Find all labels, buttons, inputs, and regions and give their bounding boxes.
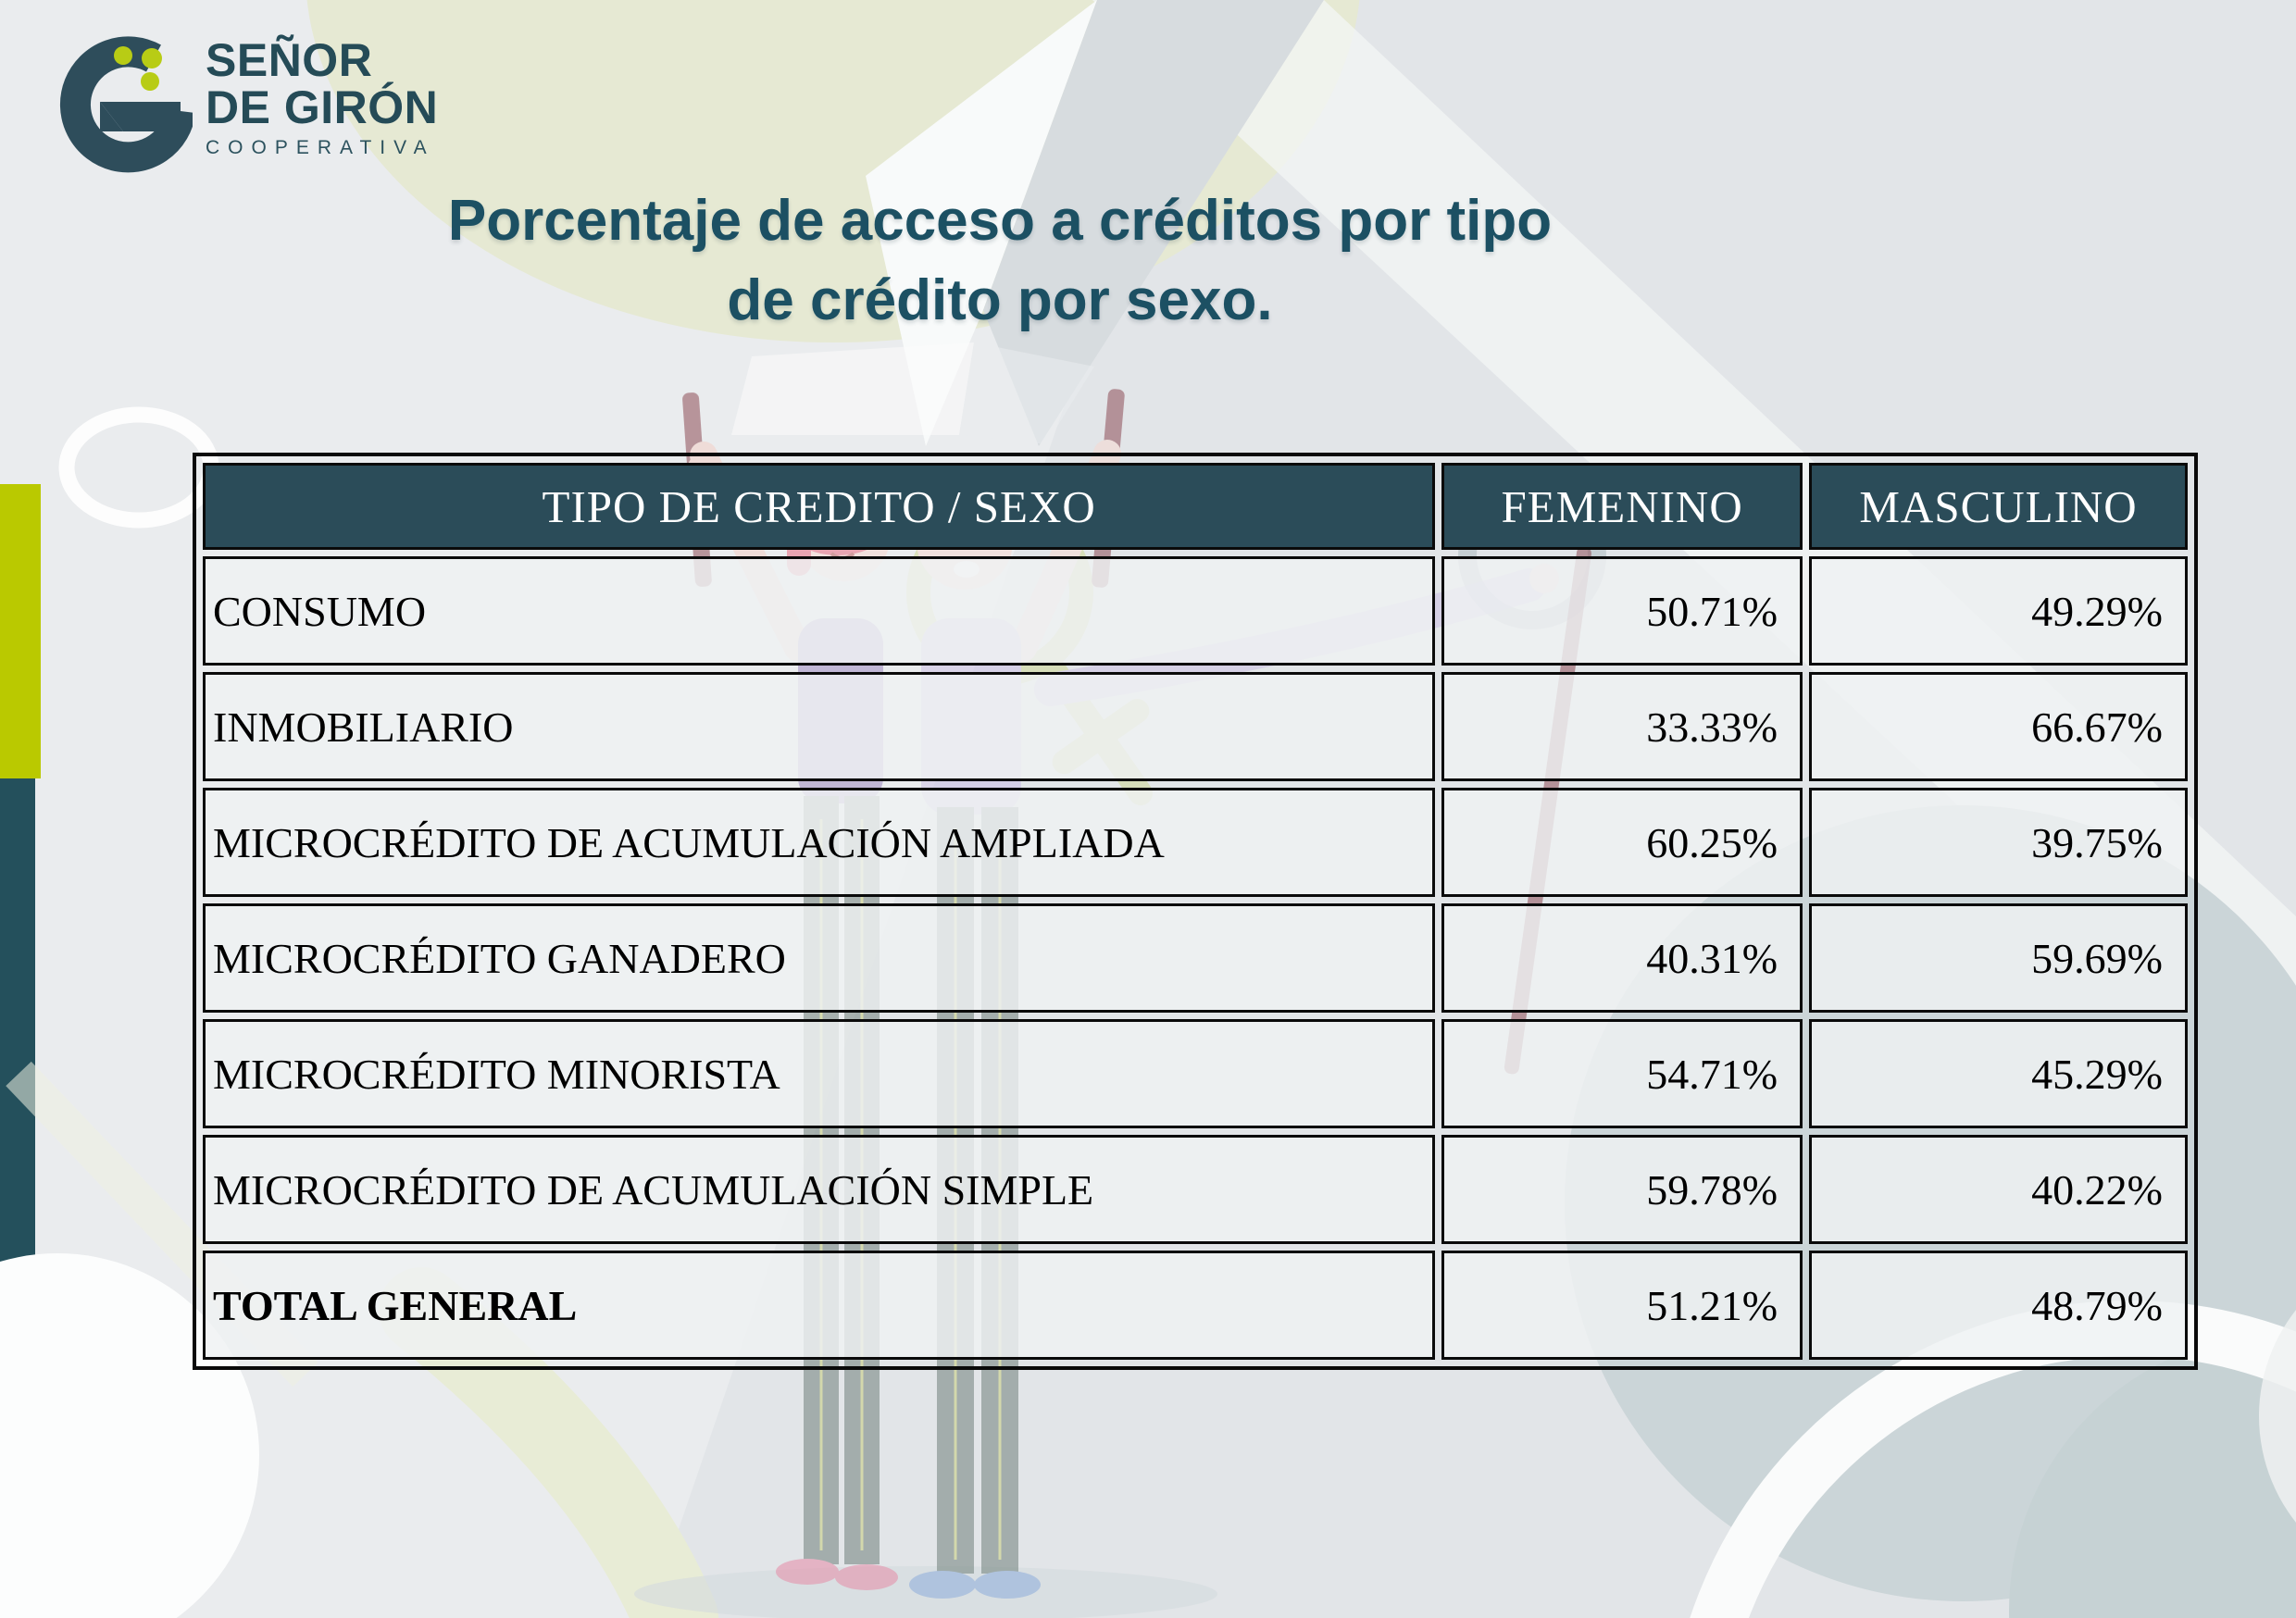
woman-shoe: [835, 1564, 898, 1590]
banner-paper-icon: [959, 342, 1094, 444]
page-title-line2: de crédito por sexo.: [727, 268, 1273, 332]
man-shoe: [909, 1571, 976, 1599]
table-row: CONSUMO 50.71% 49.29%: [203, 556, 2188, 666]
table-row: INMOBILIARIO 33.33% 66.67%: [203, 672, 2188, 781]
brand-name-line1: SEÑOR: [206, 34, 373, 86]
credit-type-cell: TOTAL GENERAL: [203, 1251, 1436, 1360]
credit-type-cell: MICROCRÉDITO DE ACUMULACIÓN SIMPLE: [203, 1135, 1436, 1244]
table-header: TIPO DE CREDITO / SEXO FEMENINO MASCULINO: [203, 463, 2188, 550]
column-header-1: FEMENINO: [1441, 463, 1803, 550]
logo-g-icon: [35, 17, 196, 179]
femenino-value-cell: 33.33%: [1441, 672, 1803, 781]
column-header-2: MASCULINO: [1809, 463, 2188, 550]
femenino-value-cell: 51.21%: [1441, 1251, 1803, 1360]
femenino-value-cell: 54.71%: [1441, 1019, 1803, 1128]
column-header-0: TIPO DE CREDITO / SEXO: [203, 463, 1436, 550]
credit-table: TIPO DE CREDITO / SEXO FEMENINO MASCULINO …: [193, 453, 2198, 1370]
credit-type-cell: MICROCRÉDITO DE ACUMULACIÓN AMPLIADA: [203, 788, 1436, 897]
corner-circle: [2009, 1333, 2296, 1618]
table-row: MICROCRÉDITO DE ACUMULACIÓN AMPLIADA 60.2…: [203, 788, 2188, 897]
page-title: Porcentaje de acceso a créditos por tipo…: [343, 181, 1657, 340]
masculino-value-cell: 66.67%: [1809, 672, 2188, 781]
credit-type-cell: MICROCRÉDITO GANADERO: [203, 903, 1436, 1013]
credit-type-cell: MICROCRÉDITO MINORISTA: [203, 1019, 1436, 1128]
credit-type-cell: INMOBILIARIO: [203, 672, 1436, 781]
soft-blob: [2259, 1310, 2296, 1523]
masculino-value-cell: 40.22%: [1809, 1135, 2188, 1244]
man-shoe: [974, 1571, 1041, 1599]
brand-logo: SEÑOR DE GIRÓN COOPERATIVA: [35, 17, 438, 179]
table-body: CONSUMO 50.71% 49.29% INMOBILIARIO 33.33% 66.…: [203, 556, 2188, 1360]
paper-fold-light: [866, 0, 1097, 446]
femenino-value-cell: 60.25%: [1441, 788, 1803, 897]
masculino-value-cell: 48.79%: [1809, 1251, 2188, 1360]
masculino-value-cell: 59.69%: [1809, 903, 2188, 1013]
table-row: MICROCRÉDITO DE ACUMULACIÓN SIMPLE 59.78%…: [203, 1135, 2188, 1244]
banner-paper-icon: [731, 342, 974, 435]
masculino-value-cell: 39.75%: [1809, 788, 2188, 897]
femenino-value-cell: 40.31%: [1441, 903, 1803, 1013]
woman-shoe: [776, 1559, 839, 1585]
masculino-value-cell: 49.29%: [1809, 556, 2188, 666]
page-title-line1: Porcentaje de acceso a créditos por tipo: [447, 189, 1553, 253]
brand-name-line2: DE GIRÓN: [206, 81, 439, 133]
femenino-value-cell: 50.71%: [1441, 556, 1803, 666]
table-row: MICROCRÉDITO GANADERO 40.31% 59.69%: [203, 903, 2188, 1013]
masculino-value-cell: 45.29%: [1809, 1019, 2188, 1128]
brand-name-line3: COOPERATIVA: [206, 137, 435, 158]
credit-table-wrapper: TIPO DE CREDITO / SEXO FEMENINO MASCULINO …: [193, 453, 2198, 1370]
femenino-value-cell: 59.78%: [1441, 1135, 1803, 1244]
table-row: MICROCRÉDITO MINORISTA 54.71% 45.29%: [203, 1019, 2188, 1128]
table-row: TOTAL GENERAL 51.21% 48.79%: [203, 1251, 2188, 1360]
paper-fold-dark: [983, 0, 1324, 446]
green-bar: [0, 484, 41, 778]
credit-type-cell: CONSUMO: [203, 556, 1436, 666]
